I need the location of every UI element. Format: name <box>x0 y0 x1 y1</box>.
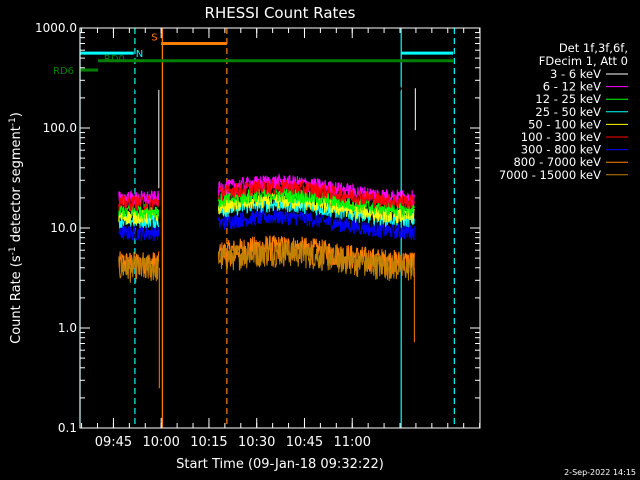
y-tick-label: 1.0 <box>58 321 77 335</box>
chart-title: RHESSI Count Rates <box>205 4 356 22</box>
x-axis-ticks: 09:45 10:00 10:15 10:30 10:45 11:00 <box>81 28 481 450</box>
legend-label-7000-15000-kev: 7000 - 15000 keV <box>499 168 601 182</box>
legend-label-6-12-kev: 6 - 12 keV <box>543 80 601 94</box>
series-trace <box>218 85 415 92</box>
legend-label-3-6-kev: 3 - 6 keV <box>550 67 601 81</box>
series-trace <box>218 209 415 241</box>
series-trace <box>118 255 160 283</box>
x-tick-label: 09:45 <box>95 435 132 450</box>
footer-timestamp: 2-Sep-2022 14:15 <box>564 468 636 477</box>
y-axis-label-sup2: -1 <box>8 117 18 126</box>
series-300-800-kev <box>118 209 415 241</box>
y-tick-label: 100.0 <box>43 121 77 135</box>
legend-label-50-100-kev: 50 - 100 keV <box>528 117 601 131</box>
y-tick-label: 1000.0 <box>35 21 77 35</box>
series-50-100-kev <box>118 192 415 226</box>
legend-header-2: FDecim 1, Att 0 <box>539 54 628 68</box>
x-axis-label: Start Time (09-Jan-18 09:32:22) <box>176 457 384 472</box>
series-trace <box>118 189 160 207</box>
x-tick-label: 10:15 <box>190 435 227 450</box>
series-trace <box>218 187 415 218</box>
x-tick-label: 10:30 <box>238 435 275 450</box>
x-tick-label: 10:00 <box>142 435 179 450</box>
series-7000-15000-kev <box>118 241 415 283</box>
flag-label-rd6: RD6 <box>53 66 74 77</box>
legend: Det 1f,3f,6f, FDecim 1, Att 0 3 - 6 keV6… <box>499 41 628 182</box>
legend-label-300-800-kev: 300 - 800 keV <box>521 143 601 157</box>
legend-label-25-50-kev: 25 - 50 keV <box>535 105 601 119</box>
y-tick-label: 10.0 <box>50 221 77 235</box>
series-trace <box>118 85 160 92</box>
y-tick-label: 0.1 <box>58 421 77 435</box>
x-tick-label: 10:45 <box>286 435 323 450</box>
legend-header-1: Det 1f,3f,6f, <box>559 41 628 55</box>
flag-label-n: N <box>136 49 143 60</box>
series-trace <box>218 179 415 210</box>
y-axis-ticks: 0.1 1.0 10.0 100.0 1000.0 <box>35 21 480 435</box>
series-trace <box>118 224 160 241</box>
series-trace <box>218 192 415 224</box>
x-tick-label: 11:00 <box>334 435 371 450</box>
legend-label-12-25-kev: 12 - 25 keV <box>535 92 601 106</box>
series-trace <box>118 213 160 229</box>
legend-label-100-300-kev: 100 - 300 keV <box>521 130 601 144</box>
plot-area: NS RD0 RD6 <box>53 28 455 428</box>
y-axis-label-end: ) <box>9 112 24 117</box>
flag-label-rd0: RD0 <box>104 54 125 65</box>
series-trace <box>118 193 160 212</box>
series-100-300-kev <box>118 179 415 212</box>
y-axis-label-main: Count Rate (s <box>9 255 24 344</box>
series-trace <box>218 241 415 282</box>
series-3-6-kev <box>118 85 416 189</box>
legend-label-800-7000-kev: 800 - 7000 keV <box>513 155 601 169</box>
y-axis-label: Count Rate (s-1 detector segment-1) <box>8 112 24 344</box>
flag-label-s: S <box>151 32 157 43</box>
series-trace <box>118 209 160 226</box>
y-axis-label-sup1: -1 <box>8 246 18 255</box>
y-axis-label-mid: detector segment <box>9 126 24 246</box>
